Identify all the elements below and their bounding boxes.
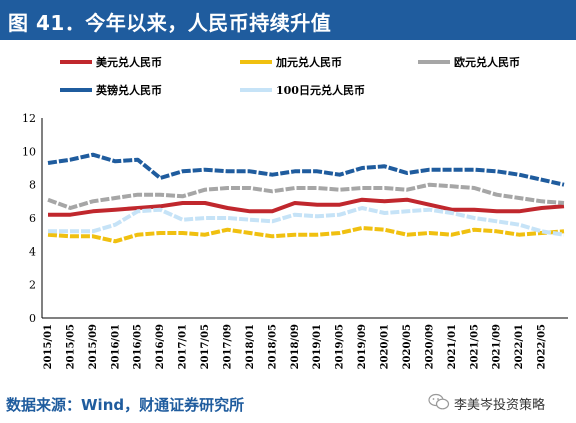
x-tick-label: 2019/01 <box>312 324 323 369</box>
x-tick-label: 2022/01 <box>514 324 525 369</box>
x-tick-label: 2015/01 <box>43 324 54 369</box>
x-tick-label: 2019/09 <box>357 324 368 369</box>
y-tick-label: 2 <box>29 279 36 292</box>
series-line-4 <box>48 206 565 237</box>
y-tick-label: 8 <box>29 179 36 192</box>
y-tick-label: 12 <box>22 112 36 125</box>
legend-item: 100日元兑人民币 <box>240 83 365 97</box>
source-note: 数据来源：Wind，财通证券研究所 <box>6 396 245 414</box>
x-tick-label: 2017/09 <box>222 324 233 369</box>
y-tick-label: 0 <box>29 312 36 325</box>
series-lines <box>47 152 565 244</box>
legend-label: 美元兑人民币 <box>96 55 162 69</box>
y-tick-label: 10 <box>22 145 36 158</box>
x-tick-label: 2022/05 <box>537 324 548 369</box>
x-tick-label: 2016/05 <box>133 324 144 369</box>
x-tick-label: 2020/05 <box>402 324 413 369</box>
x-tick-label: 2020/09 <box>424 324 435 369</box>
title-bar: 图 41．今年以来，人民币持续升值 <box>0 0 576 40</box>
y-tick-labels: 0 2 4 6 8 10 12 <box>22 112 36 325</box>
y-tick-label: 4 <box>29 245 36 258</box>
chart-axes <box>41 118 568 319</box>
legend-item: 欧元兑人民币 <box>418 55 520 69</box>
legend-label: 加元兑人民币 <box>275 55 342 69</box>
series-line-1 <box>47 226 565 244</box>
legend-label: 100日元兑人民币 <box>276 83 365 97</box>
x-tick-label: 2021/09 <box>492 324 503 369</box>
x-tick-label: 2018/05 <box>267 324 278 369</box>
x-tick-label: 2017/05 <box>200 324 211 369</box>
x-tick-label: 2018/01 <box>245 324 256 369</box>
x-tick-label: 2015/05 <box>65 324 76 369</box>
x-tick-label: 2018/09 <box>290 324 301 369</box>
x-tick-labels: 2015/01 2015/05 2015/09 2016/01 2016/05 2016/… <box>43 324 548 369</box>
x-tick-label: 2015/09 <box>88 324 99 369</box>
watermark: 李美岑投资策略 <box>428 390 574 416</box>
x-tick-label: 2019/05 <box>335 324 346 369</box>
legend-label: 英镑兑人民币 <box>95 83 162 97</box>
legend-item: 英镑兑人民币 <box>60 83 162 97</box>
series-line-2 <box>47 182 565 210</box>
y-tick-label: 6 <box>29 212 36 225</box>
series-line-3 <box>47 152 565 187</box>
x-tick-label: 2016/09 <box>155 324 166 369</box>
x-tick-label: 2020/01 <box>380 324 391 369</box>
watermark-text: 李美岑投资策略 <box>454 398 546 413</box>
x-tick-label: 2016/01 <box>110 324 121 369</box>
x-tick-label: 2021/05 <box>469 324 480 369</box>
page-title: 图 41．今年以来，人民币持续升值 <box>8 11 332 35</box>
series-line-0 <box>48 197 565 217</box>
legend-item: 加元兑人民币 <box>240 55 342 69</box>
legend-item: 美元兑人民币 <box>60 55 162 69</box>
x-tick-label: 2017/01 <box>178 324 189 369</box>
legend-label: 欧元兑人民币 <box>454 55 520 69</box>
wechat-icon <box>428 393 450 410</box>
x-tick-label: 2021/01 <box>447 324 458 369</box>
